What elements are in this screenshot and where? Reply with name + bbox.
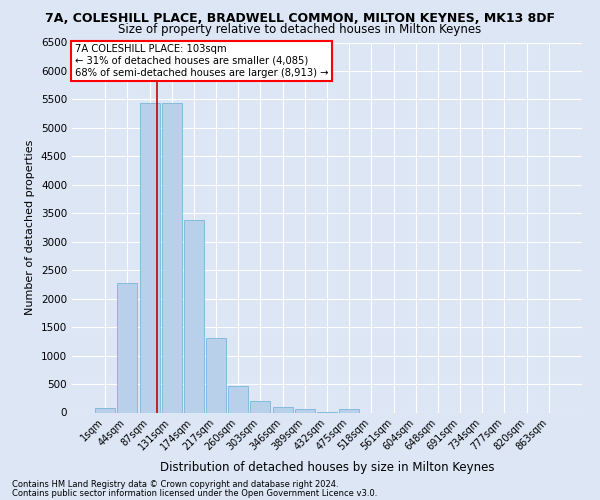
Bar bbox=[228, 386, 248, 412]
Text: Contains public sector information licensed under the Open Government Licence v3: Contains public sector information licen… bbox=[12, 488, 377, 498]
Bar bbox=[140, 104, 160, 412]
Text: Size of property relative to detached houses in Milton Keynes: Size of property relative to detached ho… bbox=[118, 22, 482, 36]
Bar bbox=[95, 408, 115, 412]
Y-axis label: Number of detached properties: Number of detached properties bbox=[25, 140, 35, 315]
Bar bbox=[272, 407, 293, 412]
Bar bbox=[118, 282, 137, 412]
Bar bbox=[250, 400, 271, 412]
Text: 7A, COLESHILL PLACE, BRADWELL COMMON, MILTON KEYNES, MK13 8DF: 7A, COLESHILL PLACE, BRADWELL COMMON, MI… bbox=[45, 12, 555, 26]
Bar bbox=[295, 409, 315, 412]
Text: 7A COLESHILL PLACE: 103sqm
← 31% of detached houses are smaller (4,085)
68% of s: 7A COLESHILL PLACE: 103sqm ← 31% of deta… bbox=[74, 44, 328, 78]
X-axis label: Distribution of detached houses by size in Milton Keynes: Distribution of detached houses by size … bbox=[160, 460, 494, 473]
Bar bbox=[184, 220, 204, 412]
Bar bbox=[206, 338, 226, 412]
Bar bbox=[339, 410, 359, 412]
Bar bbox=[162, 104, 182, 412]
Text: Contains HM Land Registry data © Crown copyright and database right 2024.: Contains HM Land Registry data © Crown c… bbox=[12, 480, 338, 489]
